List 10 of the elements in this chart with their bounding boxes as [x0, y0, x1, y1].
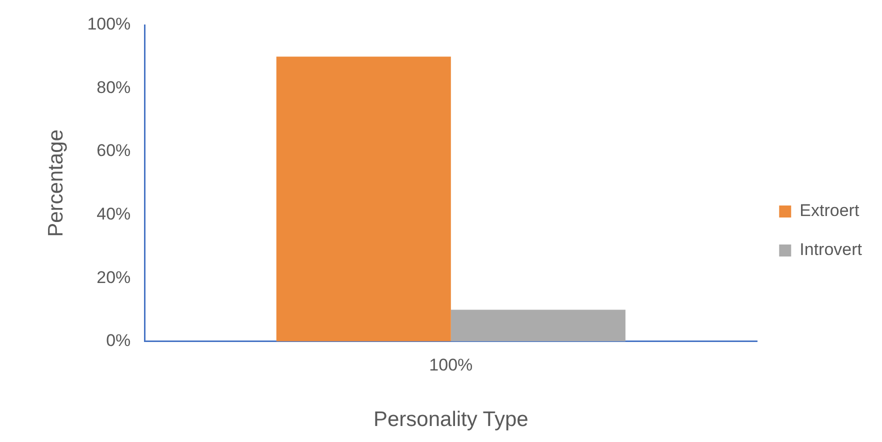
legend-label: Introvert	[800, 240, 862, 260]
y-tick-label: 0%	[106, 331, 131, 350]
y-tick-label: 100%	[87, 14, 131, 34]
x-axis-title: Personality Type	[373, 408, 528, 432]
y-tick-label: 40%	[96, 204, 131, 224]
legend-label: Extroert	[800, 201, 860, 220]
y-tick-label: 80%	[96, 78, 131, 97]
y-tick-label: 60%	[96, 141, 131, 160]
y-tick-label: 20%	[96, 268, 131, 287]
y-axis-title: Percentage	[44, 129, 68, 237]
